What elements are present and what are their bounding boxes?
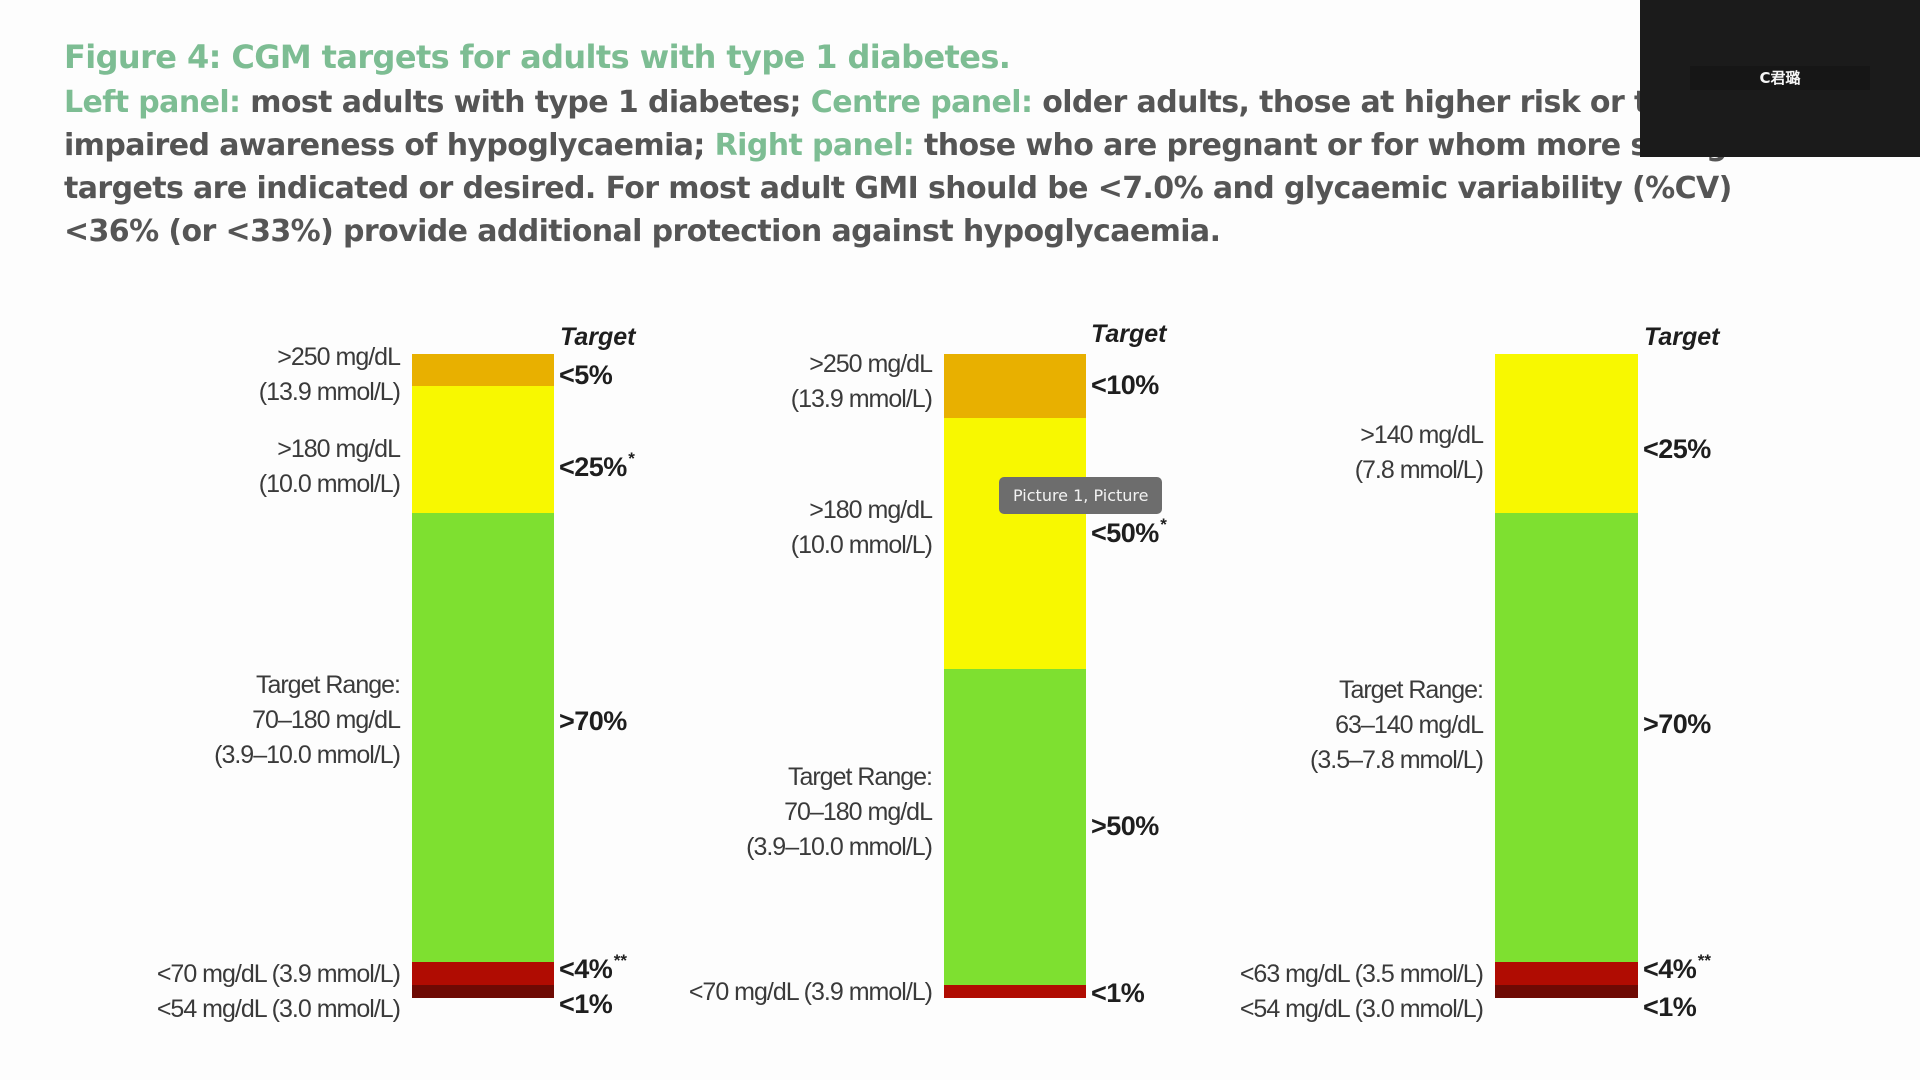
bar-segment-left-high xyxy=(412,386,554,513)
bar-segment-centre-low xyxy=(944,985,1086,998)
range-label-centre-low: <70 mg/dL (3.9 mmol/L) xyxy=(689,978,932,1006)
range-label-left-in_range: 70–180 mg/dL xyxy=(252,706,401,734)
range-label-left-low: <70 mg/dL (3.9 mmol/L) xyxy=(157,960,400,988)
target-value-left-very_low: <1% xyxy=(559,989,613,1019)
range-label-right-in_range: 63–140 mg/dL xyxy=(1335,711,1484,739)
range-label-left-very_high: >250 mg/dL xyxy=(277,343,401,371)
range-label-centre-in_range: 70–180 mg/dL xyxy=(784,798,933,826)
range-label-left-high: (10.0 mmol/L) xyxy=(259,470,400,498)
range-label-centre-high: >180 mg/dL xyxy=(809,496,933,524)
target-value-left-in_range: >70% xyxy=(559,706,627,736)
participant-name: C君璐 xyxy=(1690,66,1870,90)
bar-segment-right-high xyxy=(1495,354,1638,513)
target-value-right-low: <4% xyxy=(1643,954,1697,984)
range-label-left-high: >180 mg/dL xyxy=(277,435,401,463)
footnote-mark-centre-high: * xyxy=(1160,515,1167,534)
target-value-left-high: <25% xyxy=(559,452,627,482)
target-value-centre-high: <50% xyxy=(1091,518,1159,548)
bar-segment-left-in_range xyxy=(412,513,554,962)
caption-text: most adults with type 1 diabetes; xyxy=(240,85,811,120)
bar-segment-centre-high xyxy=(944,418,1086,669)
range-label-left-very_high: (13.9 mmol/L) xyxy=(259,378,400,406)
figure-caption: Figure 4: CGM targets for adults with ty… xyxy=(64,36,1824,253)
bar-segment-centre-in_range xyxy=(944,669,1086,985)
target-value-right-in_range: >70% xyxy=(1643,709,1711,739)
target-value-centre-very_high: <10% xyxy=(1091,370,1159,400)
bar-segment-right-in_range xyxy=(1495,513,1638,962)
range-label-right-very_low: <54 mg/dL (3.0 mmol/L) xyxy=(1240,995,1483,1023)
video-participant-tile[interactable]: C君璐 xyxy=(1640,0,1920,157)
range-label-centre-very_high: (13.9 mmol/L) xyxy=(791,385,932,413)
target-value-centre-in_range: >50% xyxy=(1091,811,1159,841)
caption-panel-label: Left panel: xyxy=(64,85,241,120)
bar-segment-centre-very_high xyxy=(944,354,1086,418)
range-label-right-in_range: Target Range: xyxy=(1339,676,1483,704)
footnote-mark-left-low: ** xyxy=(614,951,628,970)
range-label-right-in_range: (3.5–7.8 mmol/L) xyxy=(1310,746,1483,774)
range-label-right-low: <63 mg/dL (3.5 mmol/L) xyxy=(1240,960,1483,988)
bar-segment-left-very_high xyxy=(412,354,554,386)
range-label-right-high: >140 mg/dL xyxy=(1360,421,1484,449)
footnote-mark-right-low: ** xyxy=(1698,951,1712,970)
target-header-centre: Target xyxy=(1091,320,1168,348)
range-label-left-in_range: Target Range: xyxy=(256,671,400,699)
bar-segment-left-low xyxy=(412,962,554,985)
range-label-centre-in_range: (3.9–10.0 mmol/L) xyxy=(746,833,932,861)
caption-body: Left panel: most adults with type 1 diab… xyxy=(64,85,1807,249)
range-label-left-very_low: <54 mg/dL (3.0 mmol/L) xyxy=(157,995,400,1023)
bar-segment-left-very_low xyxy=(412,985,554,998)
range-label-centre-in_range: Target Range: xyxy=(788,763,932,791)
range-label-right-high: (7.8 mmol/L) xyxy=(1355,456,1483,484)
bar-segment-right-low xyxy=(1495,962,1638,985)
range-label-centre-very_high: >250 mg/dL xyxy=(809,350,933,378)
caption-text: those who are pregnant or for whom more … xyxy=(64,128,1782,249)
figure-title: Figure 4: CGM targets for adults with ty… xyxy=(64,38,1011,76)
footnote-mark-left-high: * xyxy=(628,449,635,468)
caption-panel-label: Right panel: xyxy=(714,128,915,163)
caption-panel-label: Centre panel: xyxy=(810,85,1033,120)
target-value-left-low: <4% xyxy=(559,954,613,984)
target-value-centre-low: <1% xyxy=(1091,978,1145,1008)
bar-segment-right-very_low xyxy=(1495,985,1638,998)
picture-tooltip: Picture 1, Picture xyxy=(999,477,1163,514)
target-header-left: Target xyxy=(560,323,637,351)
range-label-centre-high: (10.0 mmol/L) xyxy=(791,531,932,559)
range-label-left-in_range: (3.9–10.0 mmol/L) xyxy=(214,741,400,769)
target-value-left-very_high: <5% xyxy=(559,360,613,390)
target-header-right: Target xyxy=(1644,323,1721,351)
target-value-right-very_low: <1% xyxy=(1643,992,1697,1022)
target-value-right-high: <25% xyxy=(1643,434,1711,464)
